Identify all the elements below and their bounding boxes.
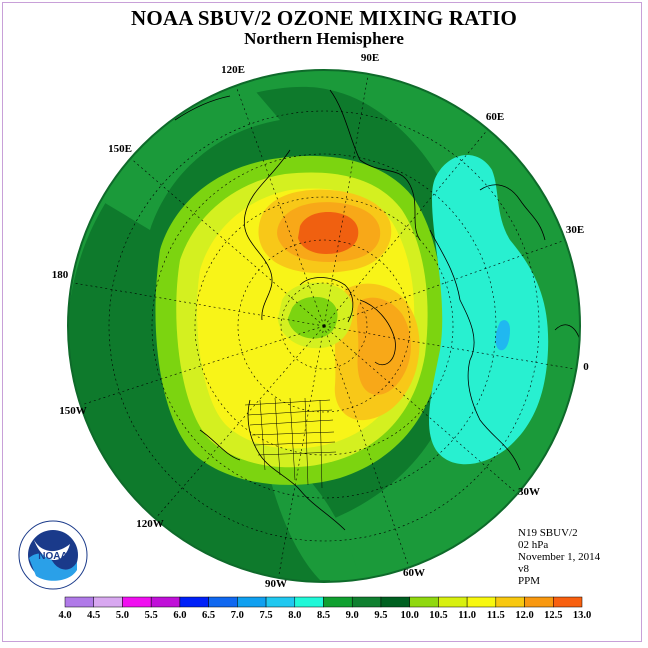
colorbar: 4.0 4.5 5.0 5.5 6.0 6.5 7.0 7.5 8.0 8.5 9.0 9.5 10.0… bbox=[58, 596, 591, 621]
colorbar-swatch bbox=[122, 596, 152, 608]
colorbar-tick-label: 7.0 bbox=[231, 610, 244, 621]
coastlines bbox=[174, 89, 580, 531]
colorbar-tick-label: 13.0 bbox=[573, 610, 591, 621]
map-disk-border bbox=[67, 69, 581, 583]
colorbar-swatch bbox=[524, 596, 554, 608]
pole-light-green bbox=[288, 296, 338, 339]
noaa-logo: NOAA bbox=[18, 520, 88, 590]
colorbar-tick-label: 7.5 bbox=[259, 610, 272, 621]
colorbar-tick-label: 10.5 bbox=[429, 610, 447, 621]
blue-spot bbox=[495, 320, 510, 351]
instrument-label: N19 SBUV/2 bbox=[518, 527, 578, 539]
colorbar-swatch bbox=[438, 596, 468, 608]
units-label: PPM bbox=[518, 575, 541, 587]
red-orange-core bbox=[298, 212, 359, 254]
figure-frame bbox=[2, 2, 642, 642]
lon-label-180: 180 bbox=[52, 269, 69, 281]
colorbar-swatch bbox=[64, 596, 94, 608]
lon-label-150e: 150E bbox=[108, 143, 132, 155]
colorbar-swatch bbox=[179, 596, 209, 608]
logo-text: NOAA bbox=[38, 551, 67, 562]
colorbar-tick-label: 8.0 bbox=[288, 610, 301, 621]
info-block: N19 SBUV/2 02 hPa November 1, 2014 v8 PP… bbox=[518, 527, 600, 587]
cyan-region bbox=[428, 155, 549, 465]
colorbar-tick-label: 8.5 bbox=[317, 610, 330, 621]
colorbar-tick-label: 4.0 bbox=[58, 610, 71, 621]
lon-label-150w: 150W bbox=[59, 405, 87, 417]
colorbar-swatch bbox=[495, 596, 525, 608]
colorbar-tick-label: 6.0 bbox=[173, 610, 186, 621]
colorbar-swatch bbox=[351, 596, 382, 608]
colorbar-tick-label: 5.5 bbox=[145, 610, 158, 621]
colorbar-tick-label: 12.5 bbox=[544, 610, 562, 621]
colorbar-tick-label: 10.0 bbox=[400, 610, 418, 621]
map-subtitle: Northern Hemisphere bbox=[244, 29, 404, 48]
date-label: November 1, 2014 bbox=[518, 551, 601, 563]
colorbar-swatch bbox=[150, 596, 181, 608]
colorbar-swatch bbox=[553, 596, 583, 608]
level-label: 02 hPa bbox=[518, 539, 549, 551]
colorbar-tick-label: 9.0 bbox=[346, 610, 359, 621]
colorbar-tick-label: 6.5 bbox=[202, 610, 215, 621]
colorbar-swatch bbox=[466, 596, 497, 608]
colorbar-tick-label: 5.0 bbox=[116, 610, 129, 621]
colorbar-tick-label: 11.5 bbox=[487, 610, 505, 621]
colorbar-tick-label: 9.5 bbox=[374, 610, 387, 621]
lon-label-60e: 60E bbox=[486, 111, 504, 123]
lon-label-0: 0 bbox=[583, 361, 589, 373]
colorbar-swatch bbox=[409, 596, 439, 608]
colorbar-swatch bbox=[265, 596, 296, 608]
colorbar-swatch bbox=[323, 596, 353, 608]
lon-label-60w: 60W bbox=[403, 567, 425, 579]
green-patch bbox=[100, 85, 280, 230]
ozone-field bbox=[68, 70, 580, 582]
lon-label-30e: 30E bbox=[566, 224, 584, 236]
colorbar-tick-label: 4.5 bbox=[87, 610, 100, 621]
lon-label-90w: 90W bbox=[265, 578, 287, 590]
lon-label-120w: 120W bbox=[136, 518, 164, 530]
colorbar-tick-label: 11.0 bbox=[458, 610, 476, 621]
colorbar-swatch bbox=[380, 596, 410, 608]
colorbar-tick-label: 12.0 bbox=[515, 610, 533, 621]
colorbar-swatch bbox=[208, 596, 238, 608]
us-state-lines bbox=[244, 397, 337, 489]
version-label: v8 bbox=[518, 563, 529, 575]
meridians bbox=[68, 70, 580, 581]
lon-label-120e: 120E bbox=[221, 64, 245, 76]
latitude-circles bbox=[108, 110, 540, 542]
colorbar-swatch bbox=[93, 596, 123, 608]
lon-label-90e: 90E bbox=[361, 52, 379, 64]
colorbar-swatch bbox=[237, 596, 267, 608]
green-patch-south bbox=[268, 470, 360, 580]
colorbar-swatch bbox=[294, 596, 324, 608]
map-title: NOAA SBUV/2 OZONE MIXING RATIO bbox=[131, 6, 517, 30]
lon-label-30w: 30W bbox=[518, 486, 540, 498]
